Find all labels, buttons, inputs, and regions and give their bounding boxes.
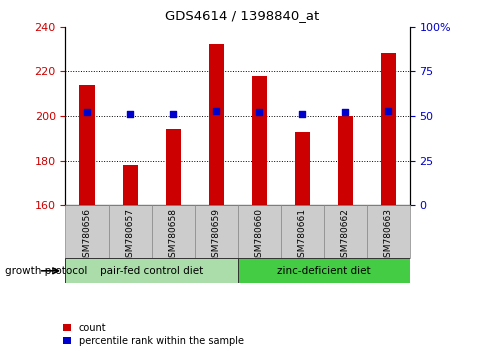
Bar [208,45,223,205]
Bar [366,205,409,258]
Point [341,109,348,115]
Bar [380,53,395,205]
Bar [122,165,137,205]
Point [384,108,392,113]
Point [212,108,220,113]
Point [298,111,305,117]
Point [255,109,262,115]
Bar [337,116,352,205]
Text: pair-fed control diet: pair-fed control diet [100,266,203,276]
Bar [323,205,366,258]
Point [169,111,177,117]
Bar [194,205,237,258]
Text: GSM780662: GSM780662 [340,208,349,263]
Bar [294,132,309,205]
Bar [79,85,94,205]
Bar [108,205,151,258]
Text: GSM780657: GSM780657 [125,208,134,263]
Bar [65,258,237,283]
Bar [280,205,323,258]
Text: GSM780658: GSM780658 [168,208,177,263]
Text: GSM780663: GSM780663 [383,208,392,263]
Text: zinc-deficient diet: zinc-deficient diet [276,266,370,276]
Bar [165,129,180,205]
Bar [65,205,108,258]
Bar [237,258,409,283]
Bar [251,76,266,205]
Text: GSM780656: GSM780656 [82,208,91,263]
Point [126,111,134,117]
Text: GSM780660: GSM780660 [254,208,263,263]
Text: GDS4614 / 1398840_at: GDS4614 / 1398840_at [165,9,319,22]
Text: growth protocol: growth protocol [5,266,87,276]
Bar [151,205,194,258]
Text: GSM780661: GSM780661 [297,208,306,263]
Point [83,109,91,115]
Text: GSM780659: GSM780659 [211,208,220,263]
Legend: count, percentile rank within the sample: count, percentile rank within the sample [63,323,243,346]
Bar [237,205,280,258]
